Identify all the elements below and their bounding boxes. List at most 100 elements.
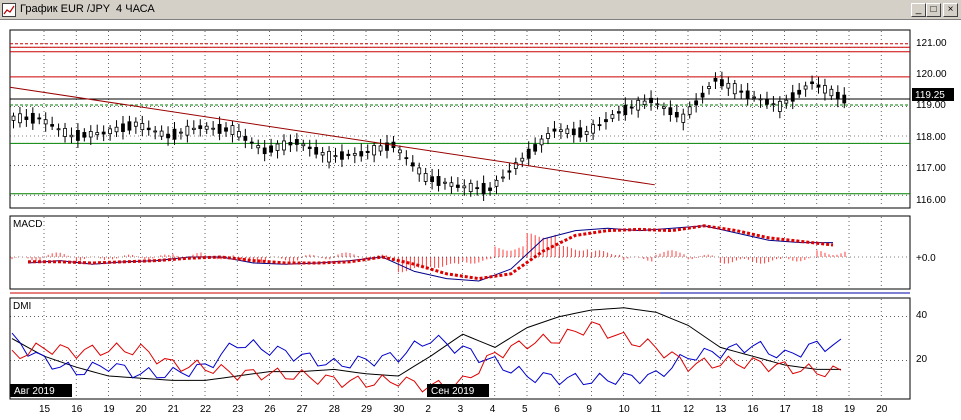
candle-body bbox=[108, 128, 112, 135]
candle-body bbox=[616, 111, 621, 114]
candle-body bbox=[417, 167, 422, 175]
dmi-tick: 20 bbox=[916, 354, 928, 365]
candle-body bbox=[507, 170, 512, 173]
candle-body bbox=[56, 128, 61, 131]
macd-signal-line bbox=[28, 224, 834, 281]
candle-body bbox=[275, 143, 280, 151]
x-tick-label: 16 bbox=[71, 404, 83, 415]
x-tick-label: 3 bbox=[458, 404, 464, 415]
candle-body bbox=[687, 106, 692, 115]
candle-body bbox=[423, 173, 428, 182]
x-tick-label: 13 bbox=[715, 404, 727, 415]
candle-body bbox=[790, 92, 795, 102]
candle-body bbox=[385, 142, 389, 151]
price-trendline bbox=[9, 86, 655, 186]
candle-body bbox=[584, 131, 589, 135]
x-axis: 15 16 19 20 21 22 23 26 27 28 29 30 2 3 4 5 6 9 10 11 12 13 16… bbox=[10, 398, 910, 415]
period-marker-sep: Сен 2019 bbox=[427, 384, 489, 397]
candle-body bbox=[674, 112, 679, 118]
candle-body bbox=[623, 104, 628, 116]
candle-body bbox=[114, 126, 119, 133]
candle-body bbox=[539, 138, 544, 146]
price-axis: 121.00 120.00 119.00 118.00 117.00 116.0… bbox=[916, 38, 947, 206]
candle-body bbox=[198, 125, 203, 129]
x-tick-label: 11 bbox=[651, 404, 662, 415]
current-price-label: 119.25 bbox=[915, 90, 945, 101]
candle-body bbox=[597, 124, 602, 127]
dmi-adx-line bbox=[11, 307, 841, 381]
candle-body bbox=[172, 128, 177, 140]
candle-body bbox=[430, 176, 435, 183]
candle-body bbox=[629, 106, 634, 109]
x-tick-label: 6 bbox=[554, 404, 560, 415]
price-panel[interactable]: 121.00 120.00 119.00 118.00 117.00 116.0… bbox=[9, 29, 954, 209]
candle-body bbox=[604, 119, 608, 123]
candle-body bbox=[372, 145, 377, 156]
candle-body bbox=[256, 145, 261, 149]
candle-body bbox=[262, 147, 267, 155]
period-marker-aug: Авг 2019 bbox=[10, 384, 72, 397]
candle-body bbox=[204, 125, 209, 130]
price-candles bbox=[11, 71, 847, 201]
x-tick-label: 28 bbox=[329, 404, 341, 415]
candle-body bbox=[43, 119, 48, 125]
candle-body bbox=[211, 127, 216, 130]
chart-canvas[interactable]: 121.00 120.00 119.00 118.00 117.00 116.0… bbox=[0, 20, 961, 420]
candle-body bbox=[443, 181, 447, 184]
x-tick-label: 21 bbox=[168, 404, 180, 415]
dmi-panel[interactable]: DMI 40 20 bbox=[9, 297, 928, 400]
x-tick-label: 19 bbox=[103, 404, 115, 415]
maximize-button[interactable]: □ bbox=[926, 3, 941, 17]
candle-body bbox=[610, 114, 615, 119]
candle-body bbox=[745, 90, 750, 99]
chart-icon bbox=[2, 3, 16, 17]
x-tick-label: 5 bbox=[522, 404, 528, 415]
candle-body bbox=[829, 88, 834, 97]
x-tick-label: 9 bbox=[586, 404, 592, 415]
candle-body bbox=[24, 116, 29, 120]
x-tick-label: 15 bbox=[39, 404, 51, 415]
dmi-grid bbox=[43, 299, 882, 398]
trend-line bbox=[9, 86, 655, 186]
candle-body bbox=[803, 85, 808, 90]
candle-body bbox=[346, 153, 351, 157]
candle-body bbox=[340, 151, 344, 160]
price-tick: 116.00 bbox=[916, 195, 946, 206]
candle-body bbox=[307, 146, 312, 149]
minimize-button[interactable]: _ bbox=[911, 3, 926, 17]
candle-body bbox=[314, 147, 319, 155]
candle-body bbox=[352, 153, 357, 156]
candle-body bbox=[397, 149, 402, 154]
candle-body bbox=[758, 98, 763, 101]
window-title: График EUR /JPY 4 ЧАСА bbox=[20, 3, 155, 15]
x-tick-label: 26 bbox=[264, 404, 276, 415]
candle-body bbox=[488, 187, 492, 191]
candle-body bbox=[784, 99, 789, 104]
close-button[interactable]: × bbox=[943, 3, 958, 17]
chart-area[interactable]: 121.00 120.00 119.00 118.00 117.00 116.0… bbox=[0, 20, 961, 420]
candle-body bbox=[217, 123, 222, 134]
candle-body bbox=[494, 179, 499, 187]
candle-body bbox=[327, 151, 331, 163]
candle-body bbox=[146, 127, 151, 131]
candle-body bbox=[720, 79, 724, 87]
candle-body bbox=[69, 134, 74, 138]
candle-body bbox=[191, 127, 196, 130]
window-titlebar[interactable]: График EUR /JPY 4 ЧАСА _ □ × bbox=[0, 0, 961, 20]
candle-body bbox=[11, 115, 16, 121]
candle-body bbox=[475, 187, 480, 190]
candle-body bbox=[288, 142, 293, 146]
macd-panel[interactable]: MACD +0.0 bbox=[9, 215, 936, 290]
candle-body bbox=[133, 121, 138, 127]
candle-body bbox=[468, 182, 473, 192]
candle-body bbox=[823, 85, 827, 94]
candle-body bbox=[842, 94, 847, 104]
candle-body bbox=[578, 127, 583, 138]
candle-body bbox=[333, 155, 338, 158]
candle-body bbox=[816, 84, 821, 88]
x-tick-label: 20 bbox=[876, 404, 888, 415]
macd-lines bbox=[10, 224, 910, 282]
candle-body bbox=[700, 92, 705, 98]
candle-body bbox=[359, 151, 364, 157]
candle-body bbox=[121, 123, 125, 132]
